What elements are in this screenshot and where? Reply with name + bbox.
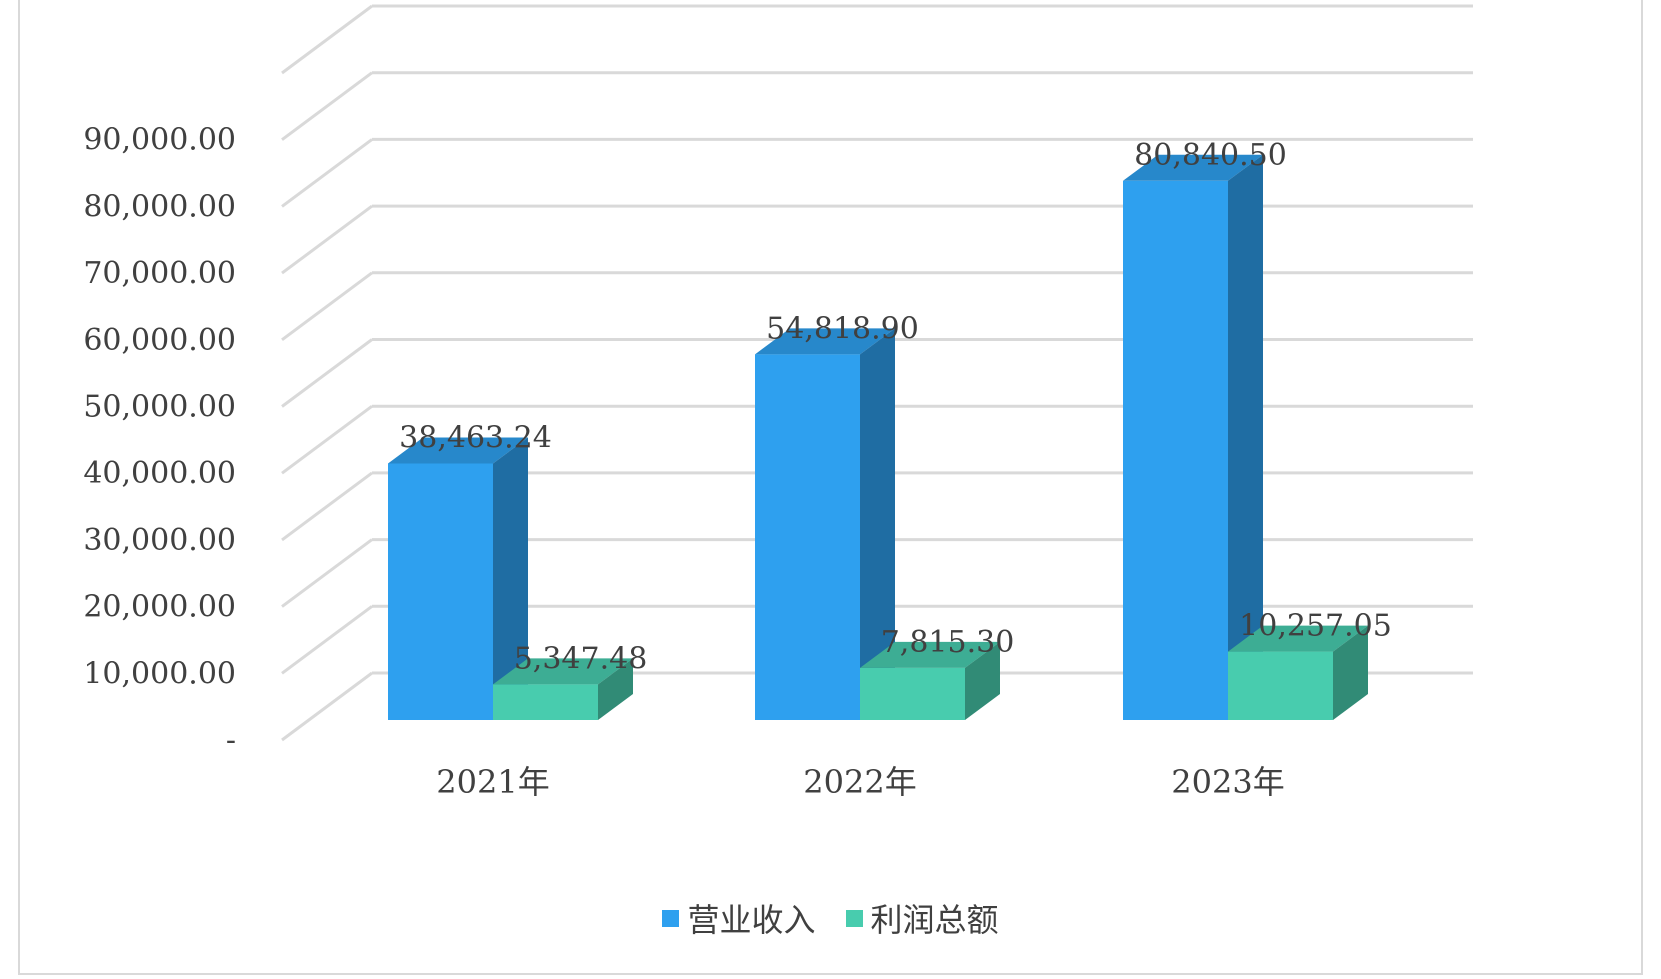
- bar-top: [388, 437, 528, 464]
- legend-swatch-revenue: [662, 909, 680, 927]
- gridline-side: [281, 404, 373, 475]
- y-tick-label: 50,000.00: [83, 390, 236, 425]
- x-axis-categories: 2021年 2022年 2023年: [436, 763, 1284, 801]
- x-category-label: 2021年: [436, 763, 549, 801]
- bar-top: [493, 658, 633, 685]
- y-tick-label: 10,000.00: [83, 656, 236, 691]
- bar-top: [1228, 625, 1368, 652]
- bar-top: [1123, 154, 1263, 181]
- gridline-side: [281, 338, 373, 408]
- gridline-side: [281, 71, 373, 141]
- bar-front: [860, 667, 965, 720]
- bar-front: [1123, 180, 1228, 720]
- bars: [388, 154, 1368, 720]
- gridline-side: [281, 538, 373, 608]
- y-tick-label: 70,000.00: [83, 256, 236, 291]
- gridline-side: [281, 471, 373, 542]
- bar-side: [965, 641, 1000, 720]
- y-axis-ticks: - 10,000.00 20,000.00 30,000.00 40,000.00 50,…: [83, 123, 236, 758]
- bar-front: [493, 684, 598, 720]
- y-tick-label: -: [226, 723, 236, 758]
- bar-top: [860, 641, 1000, 668]
- y-tick-label: 90,000.00: [83, 123, 236, 158]
- bar-front: [388, 463, 493, 720]
- data-label: 38,463.24: [399, 420, 552, 455]
- data-labels: 38,463.24 5,347.48 54,818.90 7,815.30 80,840…: [399, 138, 1392, 677]
- legend-item-revenue: 营业收入: [662, 895, 816, 941]
- gridline-side: [281, 4, 373, 75]
- chart-frame: [18, 0, 1643, 975]
- bar-front: [755, 354, 860, 720]
- data-label: 54,818.90: [766, 311, 919, 346]
- gridline-side: [281, 271, 373, 342]
- y-tick-label: 60,000.00: [83, 323, 236, 358]
- x-category-label: 2022年: [803, 763, 916, 801]
- data-label: 10,257.05: [1239, 609, 1392, 644]
- bar-side: [1228, 154, 1263, 720]
- data-label: 80,840.50: [1134, 138, 1287, 173]
- legend-swatch-profit: [845, 909, 863, 927]
- y-tick-label: 20,000.00: [83, 590, 236, 625]
- gridlines: [281, 4, 1473, 742]
- y-tick-label: 40,000.00: [83, 456, 236, 491]
- y-tick-label: 30,000.00: [83, 523, 236, 558]
- bar-side: [860, 328, 895, 720]
- bar-side: [493, 437, 528, 720]
- bar-front: [1228, 651, 1333, 720]
- data-label: 7,815.30: [881, 625, 1015, 660]
- bar-side: [598, 658, 633, 720]
- x-category-label: 2023年: [1171, 763, 1284, 801]
- gridline-side: [281, 204, 373, 275]
- y-tick-label: 80,000.00: [83, 189, 236, 224]
- bar-side: [1333, 625, 1368, 720]
- data-label: 5,347.48: [514, 641, 648, 676]
- legend-label-revenue: 营业收入: [687, 901, 816, 939]
- legend: 营业收入 利润总额: [0, 895, 1661, 941]
- gridline-side: [281, 138, 373, 208]
- gridline-side: [281, 605, 373, 675]
- gridline-side: [281, 671, 373, 742]
- bar-top: [755, 328, 895, 355]
- legend-label-profit: 利润总额: [870, 901, 999, 939]
- legend-item-profit: 利润总额: [845, 895, 999, 941]
